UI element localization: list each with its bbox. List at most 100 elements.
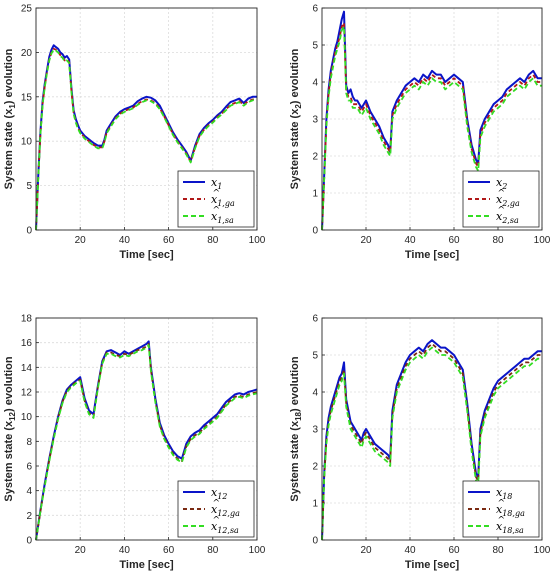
x-tick-label: 20	[75, 545, 87, 556]
axes-box	[321, 317, 543, 541]
y-axis-label: System state (x1) evolution	[3, 48, 17, 189]
x-tick-label: 60	[448, 235, 460, 246]
x-tick-label: 60	[448, 545, 460, 556]
x-tick-label: 80	[492, 545, 504, 556]
x-tick-label: 60	[163, 235, 175, 246]
x-axis-label: Time [sec]	[119, 249, 174, 261]
x-tick-label: 20	[75, 235, 87, 246]
y-tick-label: 2	[26, 511, 32, 522]
x-tick-label: 40	[404, 235, 416, 246]
legend-hat-mark: ^	[498, 499, 506, 509]
y-tick-label: 4	[26, 486, 32, 497]
y-tick-label: 3	[312, 115, 318, 126]
legend-label-1-ga: x1,ga	[211, 193, 235, 208]
x-tick-label: 100	[249, 235, 266, 246]
axes-box	[35, 317, 258, 541]
y-tick-label: 16	[21, 338, 33, 349]
legend-hat-mark: ^	[213, 499, 221, 509]
panel-x12: 20 40 60 80 100 0 2 4 6 8 10 12 14 16 18 Time [sec] Syst…	[3, 314, 266, 572]
y-tick-label: 0	[312, 536, 318, 547]
y-axis-label: System state (x12) evolution	[3, 356, 17, 502]
y-tick-label: 0	[26, 536, 32, 547]
x-axis-label: Time [sec]	[405, 559, 460, 571]
y-tick-label: 2	[312, 462, 318, 473]
legend-hat-mark: ^	[498, 206, 506, 216]
y-tick-label: 25	[21, 4, 33, 15]
y-tick-label: 8	[26, 437, 32, 448]
y-tick-label: 15	[21, 92, 33, 103]
panel-x2: 20 40 60 80 100 0 1 2 3 4 5 6 Time [sec] System state…	[289, 4, 550, 262]
series-line-12	[35, 340, 258, 541]
y-tick-label: 6	[26, 462, 32, 473]
legend-label-18: x18	[496, 486, 512, 501]
y-tick-label: 3	[312, 425, 318, 436]
y-tick-label: 12	[21, 388, 33, 399]
legend-hat-mark: ^	[213, 516, 221, 526]
panel-x18: 20 40 60 80 100 0 1 2 3 4 5 6 Time [sec] System state…	[289, 314, 550, 572]
legend-label-2-sa: x2,sa	[496, 210, 519, 225]
legend-box	[462, 480, 540, 538]
x-tick-label: 40	[119, 235, 131, 246]
legend-hat-mark: ^	[213, 206, 221, 216]
x-tick-label: 20	[360, 235, 372, 246]
y-tick-label: 4	[312, 78, 318, 89]
series-line-18-sa	[321, 346, 542, 541]
y-tick-label: 2	[312, 152, 318, 163]
y-tick-label: 0	[312, 226, 318, 237]
series-line-2	[321, 10, 542, 231]
x-tick-label: 80	[492, 235, 504, 246]
legend-label-12-ga: x12,ga	[211, 503, 240, 518]
y-tick-label: 4	[312, 388, 318, 399]
legend-label-18-ga: x18,ga	[496, 503, 525, 518]
y-tick-label: 5	[312, 41, 318, 52]
x-tick-label: 80	[207, 545, 219, 556]
series-line-1	[35, 44, 257, 231]
series-line-1-sa	[35, 48, 258, 231]
x-tick-label: 100	[249, 545, 266, 556]
axes-box	[321, 7, 543, 231]
y-tick-label: 1	[312, 499, 318, 510]
y-tick-label: 6	[312, 314, 318, 325]
legend-label-1-sa: x1,sa	[211, 210, 234, 225]
y-tick-label: 14	[21, 363, 33, 374]
x-tick-label: 40	[404, 545, 416, 556]
x-axis-label: Time [sec]	[405, 249, 460, 261]
legend-hat-mark: ^	[498, 516, 506, 526]
legend-hat-mark: ^	[498, 189, 506, 199]
x-tick-label: 40	[119, 545, 131, 556]
x-tick-label: 80	[207, 235, 219, 246]
legend-label-1: x1	[211, 176, 222, 191]
y-tick-label: 5	[312, 351, 318, 362]
y-tick-label: 18	[21, 314, 33, 325]
legend-label-2-ga: x2,ga	[496, 193, 520, 208]
series-line-2-sa	[321, 25, 542, 231]
panel-x1: 20 40 60 80 100 0 5 10 15 20 25 Time [sec] System st…	[3, 4, 266, 262]
y-tick-label: 1	[312, 189, 318, 200]
y-axis-label: System state (x18) evolution	[289, 356, 303, 502]
x-axis-label: Time [sec]	[119, 559, 174, 571]
y-tick-label: 5	[26, 181, 32, 192]
x-tick-label: 20	[360, 545, 372, 556]
series-line-12-ga	[35, 342, 258, 541]
legend-label-12: x12	[211, 486, 227, 501]
x-tick-label: 100	[534, 235, 550, 246]
axes-box	[35, 7, 258, 231]
y-tick-label: 10	[21, 412, 33, 423]
x-tick-label: 100	[534, 545, 550, 556]
y-tick-label: 20	[21, 48, 33, 59]
legend-label-2: x2	[496, 176, 507, 191]
y-tick-label: 10	[21, 137, 33, 148]
legend-label-18-sa: x18,sa	[496, 520, 524, 535]
y-axis-label: System state (x2) evolution	[289, 48, 303, 189]
legend-label-12-sa: x12,sa	[211, 520, 239, 535]
x-tick-label: 60	[163, 545, 175, 556]
y-tick-label: 6	[312, 4, 318, 15]
y-tick-label: 0	[26, 226, 32, 237]
legend-hat-mark: ^	[213, 189, 221, 199]
series-line-12-sa	[35, 344, 258, 541]
